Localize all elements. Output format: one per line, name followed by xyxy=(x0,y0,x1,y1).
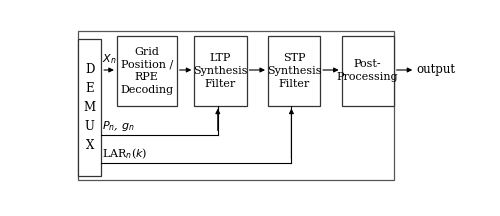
Text: LTP
Synthesis
Filter: LTP Synthesis Filter xyxy=(193,53,248,89)
Bar xyxy=(268,36,320,106)
Bar xyxy=(117,36,177,106)
Bar xyxy=(194,36,246,106)
Text: Grid
Position /
RPE
Decoding: Grid Position / RPE Decoding xyxy=(120,47,174,95)
Text: output: output xyxy=(416,64,456,76)
Text: D
E
M
U
X: D E M U X xyxy=(84,63,96,152)
Text: LAR$_n$($k$): LAR$_n$($k$) xyxy=(102,147,148,162)
Bar xyxy=(78,31,394,180)
Bar xyxy=(78,39,101,176)
Bar xyxy=(342,36,394,106)
Text: STP
Synthesis
Filter: STP Synthesis Filter xyxy=(267,53,322,89)
Text: $P_n$, $g_n$: $P_n$, $g_n$ xyxy=(102,119,134,133)
Text: Post-
Processing: Post- Processing xyxy=(337,59,398,82)
Text: $X_n$: $X_n$ xyxy=(102,52,117,66)
